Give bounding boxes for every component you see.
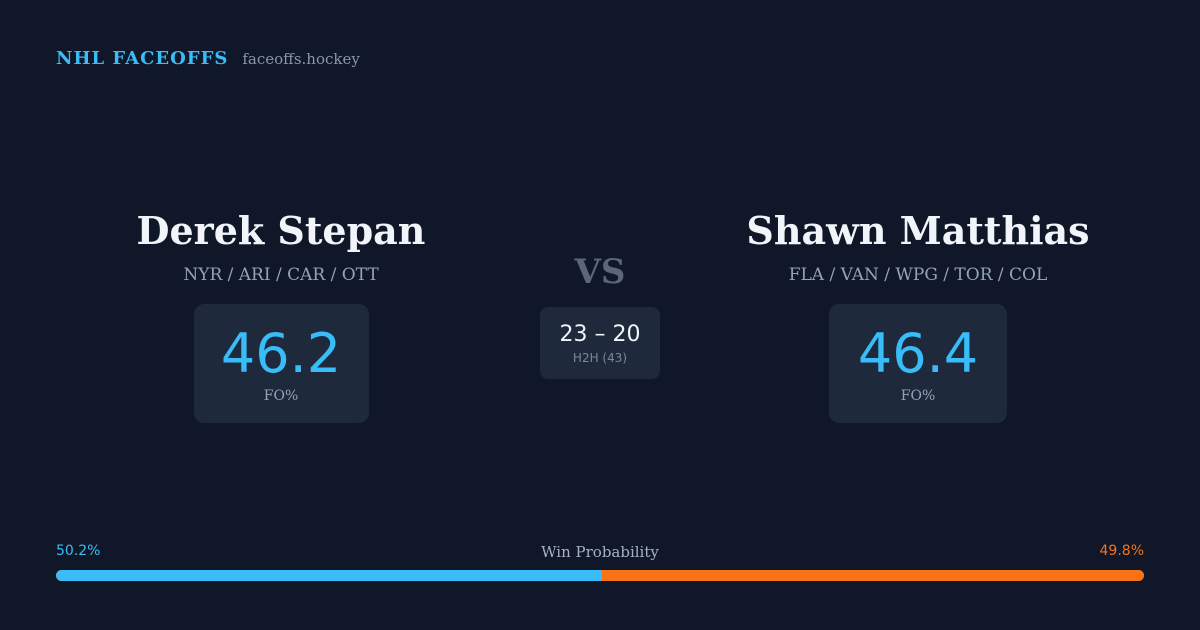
player-right-stat-card: 46.4 FO% (829, 304, 1007, 423)
win-probability-left-fill (56, 570, 603, 581)
player-right-fo-label: FO% (900, 387, 936, 404)
player-left-teams: NYR / ARI / CAR / OTT (183, 265, 379, 285)
brand-header: NHL FACEOFFS faceoffs.hockey (56, 48, 360, 69)
h2h-card: 23 – 20 H2H (43) (540, 307, 660, 379)
brand-name: NHL FACEOFFS (56, 48, 229, 69)
player-right-name: Shawn Matthias (746, 208, 1090, 253)
win-probability-left-value: 50.2% (56, 543, 101, 559)
player-right-teams: FLA / VAN / WPG / TOR / COL (788, 265, 1048, 285)
brand-domain: faceoffs.hockey (242, 50, 360, 68)
player-left: Derek Stepan NYR / ARI / CAR / OTT 46.2 … (110, 204, 452, 423)
win-probability-title: Win Probability (541, 543, 659, 561)
player-left-fo-label: FO% (263, 387, 299, 404)
h2h-label: H2H (43) (572, 351, 628, 365)
win-probability-right-value: 49.8% (1099, 543, 1144, 559)
player-left-fo-value: 46.2 (220, 321, 342, 385)
win-probability-right-fill (602, 570, 1144, 581)
win-probability-labels: 50.2% Win Probability 49.8% (56, 543, 1144, 563)
player-right: Shawn Matthias FLA / VAN / WPG / TOR / C… (719, 204, 1117, 423)
player-left-name: Derek Stepan (136, 208, 426, 253)
vs-label: VS (574, 252, 626, 292)
h2h-score: 23 – 20 (559, 322, 641, 347)
player-right-fo-value: 46.4 (857, 321, 979, 385)
player-left-stat-card: 46.2 FO% (193, 304, 369, 423)
win-probability-bar (56, 570, 1144, 581)
